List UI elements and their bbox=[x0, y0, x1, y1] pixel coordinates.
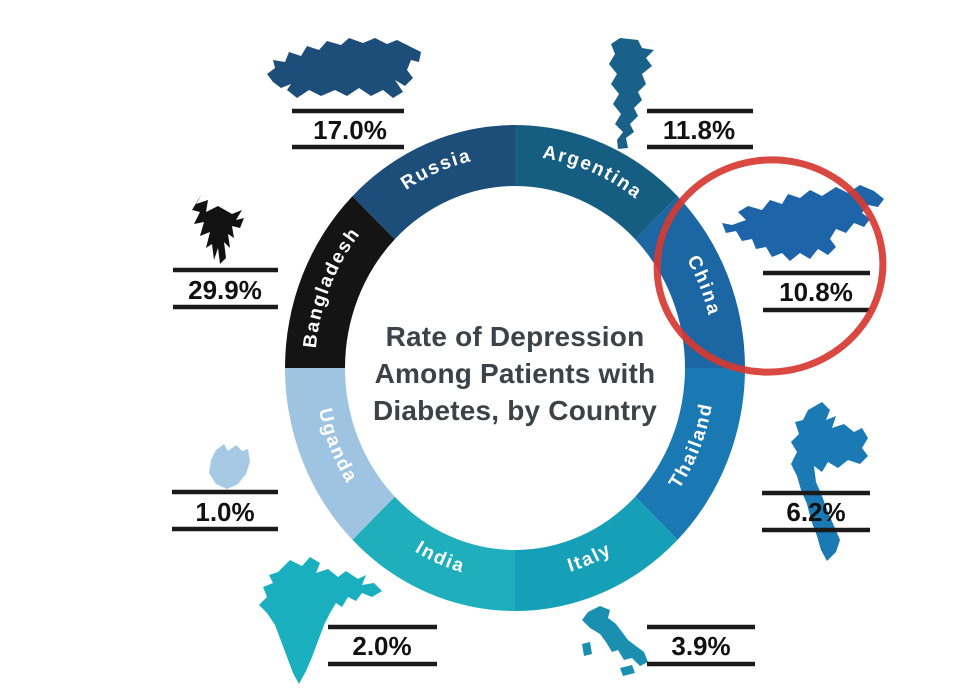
russia-map-icon bbox=[267, 38, 421, 98]
percent-value-argentina: 11.8% bbox=[663, 115, 735, 145]
percent-value-russia: 17.0% bbox=[313, 115, 387, 145]
chart-title: Rate of Depression Among Patients with D… bbox=[340, 318, 690, 429]
percent-value-bangladesh: 29.9% bbox=[188, 275, 262, 305]
percent-value-china: 10.8% bbox=[779, 277, 853, 307]
segment-bangladesh bbox=[285, 196, 395, 368]
callout-thailand: 6.2% bbox=[762, 490, 870, 533]
segment-italy bbox=[515, 496, 678, 611]
percent-value-italy: 3.9% bbox=[671, 631, 730, 661]
callout-argentina: 11.8% bbox=[647, 108, 753, 150]
italy-map-icon bbox=[582, 606, 648, 676]
bangladesh-map-icon bbox=[192, 194, 244, 264]
percent-callouts: 17.0% 11.8% 10.8% 6.2% 3.9% 2.0% 1.0% 29.9% bbox=[172, 108, 870, 667]
callout-china: 10.8% bbox=[763, 270, 870, 313]
segment-argentina bbox=[515, 125, 678, 240]
callout-india: 2.0% bbox=[328, 624, 437, 667]
percent-value-india: 2.0% bbox=[352, 631, 411, 661]
highlight-circle-china bbox=[653, 156, 887, 376]
segment-russia bbox=[352, 125, 515, 240]
china-map-icon bbox=[722, 185, 884, 261]
percent-value-thailand: 6.2% bbox=[786, 497, 845, 527]
segment-uganda bbox=[285, 368, 395, 540]
segment-india bbox=[352, 496, 515, 611]
chart-title-line-3: Diabetes, by Country bbox=[372, 395, 658, 426]
chart-title-line-1: Rate of Depression bbox=[385, 321, 645, 352]
argentina-map-icon bbox=[609, 38, 654, 149]
percent-value-uganda: 1.0% bbox=[195, 497, 254, 527]
segment-thailand bbox=[635, 368, 745, 540]
thailand-map-icon bbox=[791, 402, 868, 561]
callout-uganda: 1.0% bbox=[172, 489, 278, 532]
donut-segments bbox=[285, 125, 745, 611]
chart-title-line-2: Among Patients with bbox=[374, 358, 656, 389]
country-map-icons bbox=[192, 38, 884, 684]
india-map-icon bbox=[259, 557, 382, 684]
callout-italy: 3.9% bbox=[647, 624, 755, 667]
callout-bangladesh: 29.9% bbox=[173, 267, 278, 310]
uganda-map-icon bbox=[209, 444, 250, 489]
callout-russia: 17.0% bbox=[292, 108, 404, 150]
